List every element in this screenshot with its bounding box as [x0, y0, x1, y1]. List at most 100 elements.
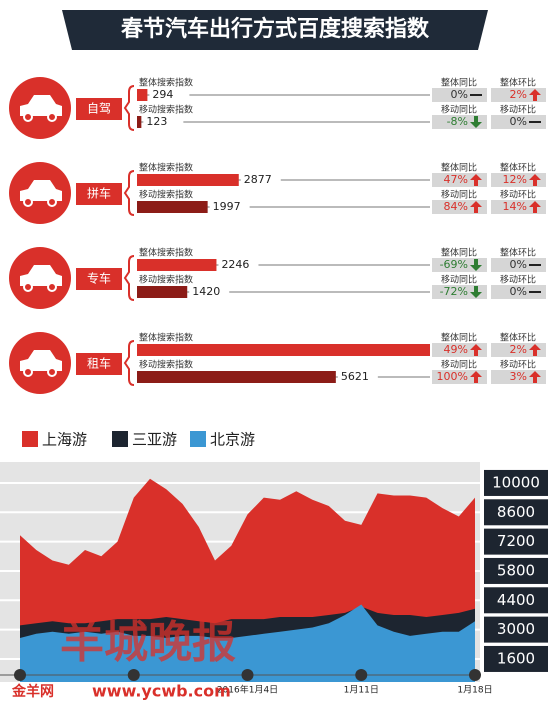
- bar-value: 1420: [192, 285, 220, 298]
- change-box: [491, 285, 546, 299]
- group-label-box: [76, 353, 122, 375]
- legend-swatch: [22, 431, 38, 447]
- title: 春节汽车出行方式百度搜索指数: [121, 16, 430, 42]
- bar: [137, 371, 336, 383]
- legend-swatch: [112, 431, 128, 447]
- change-label: 移动环比: [500, 359, 536, 371]
- arrow-down: [470, 116, 482, 128]
- bar: [137, 201, 208, 213]
- group-label-box: [76, 98, 122, 120]
- arrow-up: [470, 174, 482, 186]
- y-tick-box: [484, 499, 548, 526]
- arrow-up: [529, 174, 541, 186]
- change-box: [491, 370, 546, 384]
- change-value: 0%: [451, 88, 468, 101]
- row-label: 移动搜索指数: [139, 189, 193, 201]
- y-tick-label: 5800: [497, 561, 535, 579]
- watermark-url: www.ycwb.com: [92, 682, 231, 701]
- legend-swatch: [190, 431, 206, 447]
- x-tick-dot: [355, 669, 368, 681]
- change-value: 0%: [510, 285, 527, 298]
- change-value: 2%: [510, 88, 527, 101]
- bar-value: 2246: [221, 258, 249, 271]
- bar: [137, 286, 188, 298]
- wheel: [47, 197, 57, 207]
- change-value: 3%: [510, 370, 527, 383]
- x-tick-label: 1月18日: [457, 685, 492, 696]
- group-label: 拼车: [87, 186, 111, 201]
- legend-label: 北京游: [210, 431, 255, 449]
- change-box: [432, 88, 487, 102]
- row-label: 整体搜索指数: [139, 162, 193, 174]
- wheel: [23, 367, 33, 377]
- legend-label: 上海游: [42, 431, 87, 449]
- group-label-box: [76, 268, 122, 290]
- car-icon: [20, 350, 62, 371]
- group-label-box: [76, 183, 122, 205]
- y-tick-label: 4400: [497, 591, 535, 609]
- change-value: 84%: [444, 200, 468, 213]
- change-label: 整体同比: [441, 247, 477, 259]
- y-tick-box: [484, 645, 548, 672]
- change-value: 14%: [503, 200, 527, 213]
- change-label: 整体环比: [500, 332, 536, 344]
- value-bg: [143, 116, 184, 128]
- row-label: 移动搜索指数: [139, 359, 193, 371]
- row-label: 整体搜索指数: [139, 77, 193, 89]
- group-label: 专车: [87, 271, 111, 286]
- row-label: 整体搜索指数: [139, 332, 193, 344]
- arrow-up: [470, 371, 482, 383]
- y-tick-box: [484, 469, 548, 496]
- y-tick-label: 1600: [497, 649, 535, 667]
- watermark-logo: 羊城晚报: [60, 617, 236, 668]
- x-tick-label: 1月11日: [344, 685, 379, 696]
- brace: [123, 255, 135, 301]
- value-bg: [337, 371, 378, 383]
- bar-value: 1997: [213, 200, 241, 213]
- arrow-up: [529, 371, 541, 383]
- car-icon: [20, 180, 62, 201]
- change-label: 整体环比: [500, 247, 536, 259]
- y-tick-box: [484, 616, 548, 643]
- change-value: 0%: [510, 115, 527, 128]
- arrow-down: [470, 286, 482, 298]
- change-box: [432, 343, 487, 357]
- change-box: [432, 200, 487, 214]
- bar-value: 2877: [244, 173, 272, 186]
- change-label: 移动同比: [441, 359, 477, 371]
- wheel: [47, 112, 57, 122]
- car-icon: [20, 95, 62, 116]
- y-tick-label: 7200: [497, 532, 535, 550]
- brace: [123, 85, 135, 131]
- change-value: -72%: [440, 285, 468, 298]
- bar: [137, 259, 217, 271]
- x-tick-dot: [127, 669, 140, 681]
- y-tick-box: [484, 587, 548, 614]
- y-tick-label: 3000: [497, 620, 535, 638]
- change-box: [491, 343, 546, 357]
- arrow-up: [529, 344, 541, 356]
- wheel: [47, 367, 57, 377]
- change-label: 整体环比: [500, 77, 536, 89]
- change-box: [491, 115, 546, 129]
- brace: [123, 340, 135, 386]
- x-tick-dot: [241, 669, 254, 681]
- arrow-up: [470, 344, 482, 356]
- bar: [137, 174, 239, 186]
- bar: [137, 344, 430, 356]
- x-tick-label: 2016年1月4日: [217, 684, 278, 696]
- arrow-up: [470, 201, 482, 213]
- x-tick-dot: [469, 669, 481, 681]
- change-value: 47%: [444, 173, 468, 186]
- change-label: 移动同比: [441, 189, 477, 201]
- change-box: [491, 88, 546, 102]
- value-bg: [240, 174, 281, 186]
- change-value: -69%: [440, 258, 468, 271]
- change-box: [432, 285, 487, 299]
- change-label: 整体同比: [441, 77, 477, 89]
- legend-label: 三亚游: [132, 431, 177, 449]
- value-bg: [218, 259, 259, 271]
- y-tick-label: 10000: [492, 473, 540, 491]
- watermark-site: 金羊网: [11, 683, 54, 700]
- change-label: 移动同比: [441, 104, 477, 116]
